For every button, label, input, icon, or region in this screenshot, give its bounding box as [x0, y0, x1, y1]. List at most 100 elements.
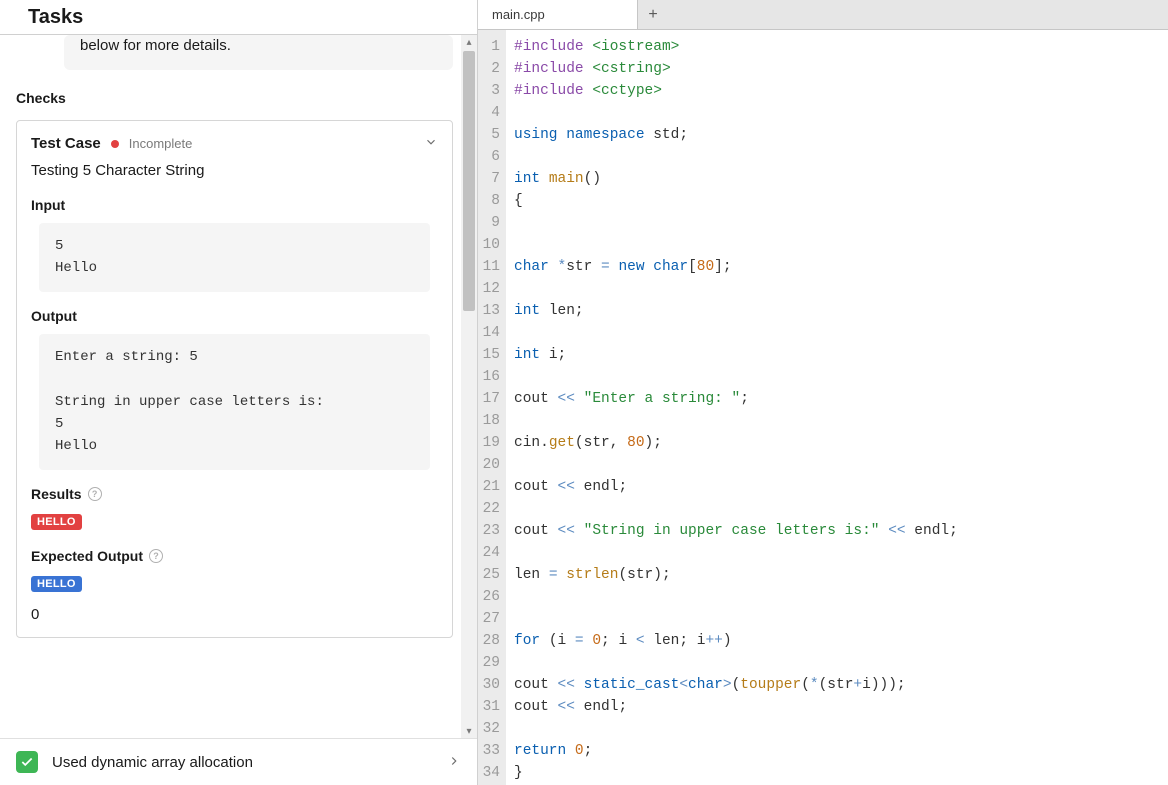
- line-gutter: 1234567891011121314151617181920212223242…: [478, 30, 506, 785]
- code-line[interactable]: [514, 234, 958, 256]
- tasks-header: Tasks: [0, 0, 477, 35]
- line-number: 6: [482, 146, 500, 168]
- code-line[interactable]: [514, 608, 958, 630]
- line-number: 25: [482, 564, 500, 586]
- line-number: 4: [482, 102, 500, 124]
- code-line[interactable]: cin.get(str, 80);: [514, 432, 958, 454]
- chevron-down-icon[interactable]: [424, 135, 438, 152]
- code-line[interactable]: [514, 212, 958, 234]
- code-line[interactable]: #include <cstring>: [514, 58, 958, 80]
- line-number: 20: [482, 454, 500, 476]
- test-case-header[interactable]: Test Case Incomplete: [31, 135, 438, 152]
- editor-panel: main.cpp + 12345678910111213141516171819…: [478, 0, 1168, 785]
- code-area[interactable]: #include <iostream>#include <cstring>#in…: [506, 30, 958, 785]
- code-line[interactable]: using namespace std;: [514, 124, 958, 146]
- code-line[interactable]: [514, 366, 958, 388]
- code-line[interactable]: [514, 146, 958, 168]
- line-number: 15: [482, 344, 500, 366]
- line-number: 7: [482, 168, 500, 190]
- tasks-scrollbar[interactable]: ▴ ▾: [461, 35, 477, 738]
- add-tab-button[interactable]: +: [638, 0, 668, 29]
- line-number: 16: [482, 366, 500, 388]
- code-line[interactable]: cout << "Enter a string: ";: [514, 388, 958, 410]
- code-line[interactable]: int main(): [514, 168, 958, 190]
- line-number: 23: [482, 520, 500, 542]
- line-number: 8: [482, 190, 500, 212]
- code-line[interactable]: [514, 102, 958, 124]
- input-label: Input: [31, 197, 438, 213]
- code-line[interactable]: [514, 652, 958, 674]
- line-number: 29: [482, 652, 500, 674]
- check-square-icon: [16, 751, 38, 773]
- line-number: 28: [482, 630, 500, 652]
- code-line[interactable]: #include <cctype>: [514, 80, 958, 102]
- line-number: 9: [482, 212, 500, 234]
- results-label: Results ?: [31, 486, 438, 502]
- tasks-body[interactable]: below for more details. Checks Test Case…: [0, 35, 477, 738]
- code-line[interactable]: }: [514, 762, 958, 784]
- code-line[interactable]: #include <iostream>: [514, 36, 958, 58]
- editor-tab-bar: main.cpp +: [478, 0, 1168, 30]
- code-line[interactable]: [514, 454, 958, 476]
- status-dot-icon: [111, 140, 119, 148]
- line-number: 21: [482, 476, 500, 498]
- code-line[interactable]: cout << endl;: [514, 696, 958, 718]
- code-line[interactable]: [514, 410, 958, 432]
- test-case-description: Testing 5 Character String: [31, 162, 438, 179]
- line-number: 18: [482, 410, 500, 432]
- help-icon[interactable]: ?: [88, 487, 102, 501]
- code-line[interactable]: char *str = new char[80];: [514, 256, 958, 278]
- line-number: 24: [482, 542, 500, 564]
- code-line[interactable]: int i;: [514, 344, 958, 366]
- line-number: 31: [482, 696, 500, 718]
- editor-tab[interactable]: main.cpp: [478, 0, 638, 29]
- tasks-scroll-area: below for more details. Checks Test Case…: [0, 35, 477, 738]
- extra-output-line: 0: [31, 606, 438, 623]
- expected-output-badge: HELLO: [31, 576, 82, 592]
- code-line[interactable]: cout << static_cast<char>(toupper(*(str+…: [514, 674, 958, 696]
- checks-label: Checks: [16, 90, 453, 106]
- line-number: 13: [482, 300, 500, 322]
- bottom-check-row[interactable]: Used dynamic array allocation: [0, 738, 477, 785]
- results-badge: HELLO: [31, 514, 82, 530]
- line-number: 11: [482, 256, 500, 278]
- tasks-panel: Tasks below for more details. Checks Tes…: [0, 0, 478, 785]
- chevron-right-icon[interactable]: [447, 754, 461, 771]
- info-box: below for more details.: [64, 35, 453, 70]
- scroll-thumb[interactable]: [463, 51, 475, 311]
- line-number: 12: [482, 278, 500, 300]
- code-line[interactable]: int len;: [514, 300, 958, 322]
- line-number: 22: [482, 498, 500, 520]
- line-number: 33: [482, 740, 500, 762]
- code-line[interactable]: {: [514, 190, 958, 212]
- line-number: 17: [482, 388, 500, 410]
- code-line[interactable]: cout << "String in upper case letters is…: [514, 520, 958, 542]
- line-number: 32: [482, 718, 500, 740]
- scroll-up-icon[interactable]: ▴: [461, 35, 477, 49]
- code-line[interactable]: return 0;: [514, 740, 958, 762]
- line-number: 26: [482, 586, 500, 608]
- code-editor[interactable]: 1234567891011121314151617181920212223242…: [478, 30, 1168, 785]
- code-line[interactable]: [514, 718, 958, 740]
- code-line[interactable]: [514, 542, 958, 564]
- code-line[interactable]: cout << endl;: [514, 476, 958, 498]
- line-number: 27: [482, 608, 500, 630]
- output-box: Enter a string: 5 String in upper case l…: [39, 334, 430, 470]
- code-line[interactable]: [514, 498, 958, 520]
- test-case-status: Incomplete: [129, 136, 193, 151]
- line-number: 3: [482, 80, 500, 102]
- help-icon[interactable]: ?: [149, 549, 163, 563]
- scroll-down-icon[interactable]: ▾: [461, 724, 477, 738]
- code-line[interactable]: [514, 322, 958, 344]
- output-label: Output: [31, 308, 438, 324]
- input-box: 5 Hello: [39, 223, 430, 292]
- code-line[interactable]: len = strlen(str);: [514, 564, 958, 586]
- info-text: below for more details.: [80, 35, 437, 56]
- bottom-check-text: Used dynamic array allocation: [52, 754, 433, 771]
- results-label-text: Results: [31, 486, 82, 502]
- test-case-title: Test Case: [31, 135, 101, 152]
- code-line[interactable]: for (i = 0; i < len; i++): [514, 630, 958, 652]
- code-line[interactable]: [514, 586, 958, 608]
- code-line[interactable]: [514, 278, 958, 300]
- expected-output-label: Expected Output ?: [31, 548, 438, 564]
